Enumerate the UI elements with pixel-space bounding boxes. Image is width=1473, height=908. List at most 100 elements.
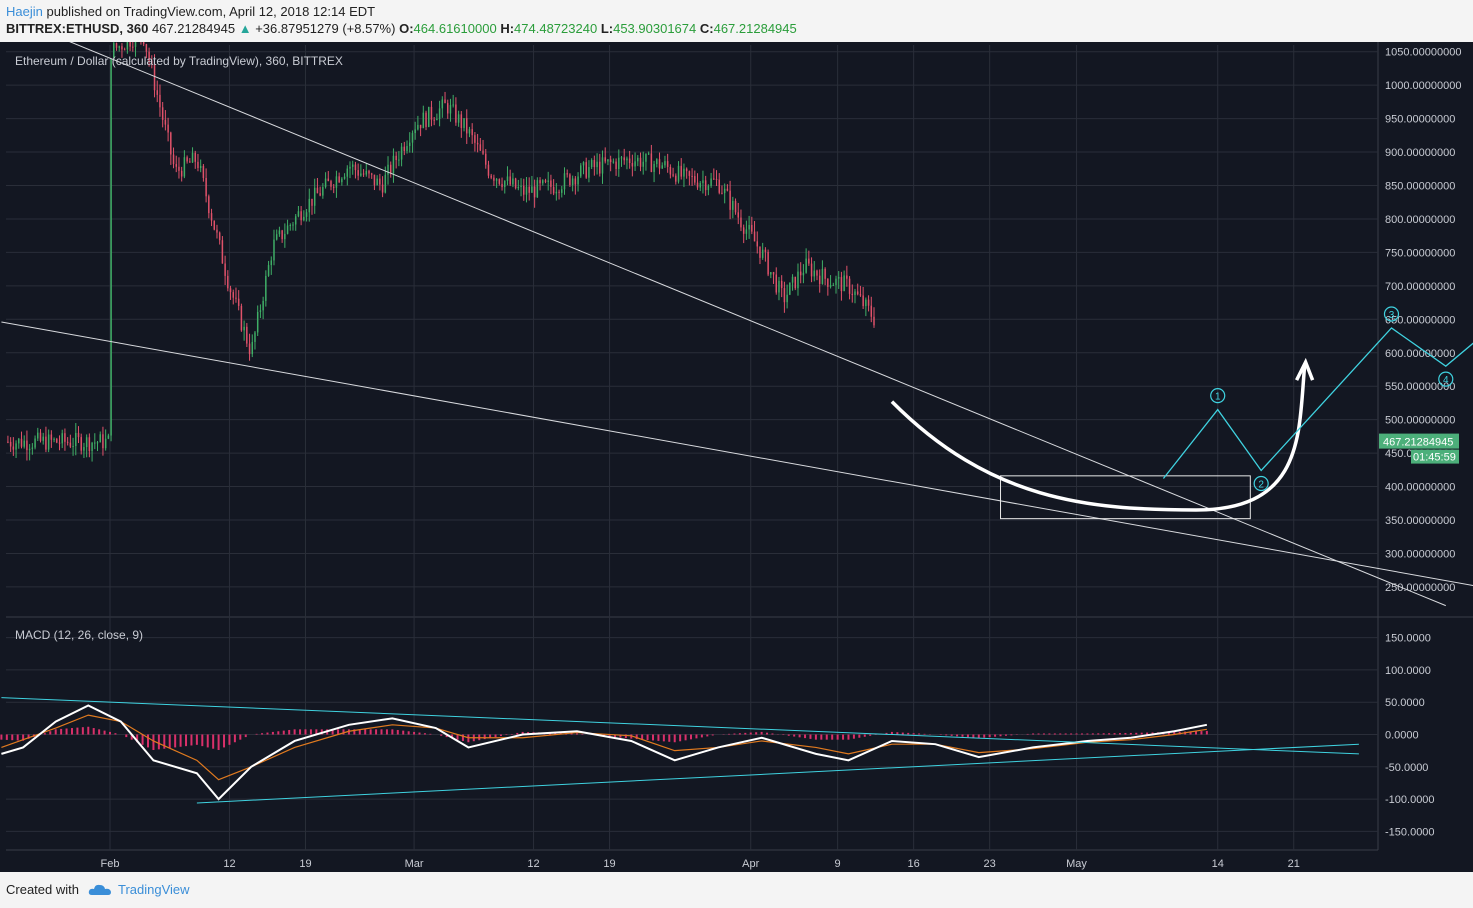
candle-body: [205, 177, 207, 197]
candle-body: [376, 178, 378, 186]
time-tick-label: Mar: [405, 858, 424, 870]
candle-body: [691, 175, 693, 177]
candle-body: [408, 142, 411, 147]
candle-body: [542, 180, 544, 184]
candle-body: [767, 251, 769, 275]
candle-body: [34, 438, 36, 448]
candle-body: [867, 299, 870, 306]
candle-body: [485, 153, 487, 165]
candle-body: [832, 284, 835, 286]
candle-body: [688, 171, 691, 176]
macd-tick-label: -100.0000: [1385, 794, 1435, 806]
tradingview-link[interactable]: TradingView: [88, 882, 190, 897]
candle-body: [313, 187, 316, 206]
candle-body: [278, 230, 281, 235]
macd-tick-label: 50.0000: [1385, 697, 1425, 709]
published-text: published on TradingView.com, April 12, …: [46, 4, 376, 19]
chart-area[interactable]: 1050.000000001000.00000000950.0000000090…: [0, 42, 1473, 872]
candle-body: [259, 310, 262, 312]
candle-body: [202, 165, 205, 178]
candle-body: [384, 174, 387, 193]
open-value: 464.61610000: [413, 21, 497, 36]
candle-body: [64, 433, 66, 442]
candle-body: [677, 165, 680, 182]
main-pane: [6, 45, 1378, 617]
candle-body: [126, 42, 129, 50]
time-tick-label: 12: [527, 858, 539, 870]
candle-body: [851, 293, 854, 295]
candle-body: [275, 234, 278, 240]
candle-body: [148, 51, 150, 61]
macd-tick-label: 100.0000: [1385, 665, 1431, 677]
up-arrow-icon: [1295, 357, 1315, 381]
candle-body: [818, 275, 821, 284]
candle-body: [322, 187, 324, 196]
price-tick-label: 750.00000000: [1385, 247, 1455, 259]
change-up-icon: ▲: [238, 21, 252, 36]
candle-body: [789, 282, 791, 295]
candle-body: [525, 186, 528, 195]
wave-label-circle: [1253, 475, 1269, 492]
wave-label: 1: [1215, 392, 1221, 403]
candle-body: [476, 142, 479, 145]
candle-body: [794, 276, 797, 289]
candle-body: [406, 146, 408, 152]
candle-body: [286, 225, 289, 234]
candle-body: [740, 217, 742, 228]
candle-body: [77, 432, 80, 438]
candle-body: [599, 161, 601, 174]
candle-body: [303, 216, 305, 221]
candle-body: [400, 146, 403, 160]
candle-body: [96, 442, 99, 444]
candle-body: [210, 213, 213, 221]
countdown-box: [1411, 449, 1459, 464]
candle-body: [134, 42, 137, 47]
candle-body: [533, 186, 536, 198]
price-tick-label: 900.00000000: [1385, 147, 1455, 159]
macd-tick-label: 0.0000: [1385, 730, 1419, 742]
candle-body: [69, 442, 72, 447]
candle-body: [846, 275, 848, 279]
candle-body: [83, 447, 85, 451]
candle-body: [647, 153, 650, 155]
macd-trendline: [1, 697, 1359, 755]
candle-body: [37, 432, 39, 439]
price-tick-label: 600.00000000: [1385, 348, 1455, 360]
candle-body: [661, 165, 663, 169]
candle-body: [859, 294, 862, 296]
candle-body: [468, 129, 471, 134]
candle-body: [645, 153, 647, 162]
candle-body: [237, 298, 240, 306]
candle-body: [797, 271, 799, 289]
candle-body: [457, 114, 460, 123]
candle-body: [455, 104, 457, 123]
candle-body: [501, 183, 503, 188]
candle-body: [12, 446, 15, 450]
candle-body: [20, 438, 23, 447]
candle-body: [854, 291, 856, 295]
candle-body: [604, 157, 606, 162]
symbol-name: BITTREX:ETHUSD, 360: [6, 21, 149, 36]
header-bar: Haejin published on TradingView.com, Apr…: [0, 0, 1473, 42]
candle-body: [829, 285, 832, 287]
candle-body: [862, 295, 864, 307]
candle-body: [642, 161, 644, 167]
candle-body: [142, 42, 145, 45]
candle-body: [197, 161, 199, 168]
countdown-label: 01:45:59: [1413, 452, 1456, 464]
candle-body: [31, 447, 34, 449]
price-tick-label: 950.00000000: [1385, 114, 1455, 126]
time-tick-label: 23: [984, 858, 996, 870]
candle-body: [512, 178, 514, 185]
author-link[interactable]: Haejin: [6, 4, 43, 19]
candle-body: [520, 185, 522, 187]
candle-body: [609, 159, 612, 163]
candle-body: [427, 106, 430, 127]
candle-body: [66, 441, 69, 443]
candle-body: [61, 433, 63, 444]
wave-label-circle: [1210, 388, 1226, 404]
candle-body: [91, 442, 93, 451]
candle-body: [294, 216, 297, 225]
candle-body: [669, 166, 672, 175]
candle-body: [365, 170, 368, 175]
